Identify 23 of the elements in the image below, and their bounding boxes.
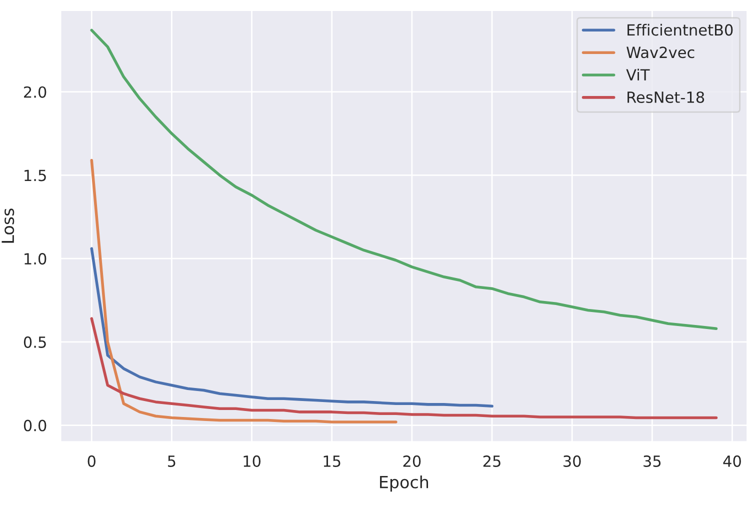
y-axis-title: Loss xyxy=(2,208,14,243)
x-tick-label: 30 xyxy=(564,455,581,467)
legend-label: Wav2vec xyxy=(626,46,694,58)
line-series xyxy=(90,317,718,420)
y-tick-label: 1.5 xyxy=(24,170,46,182)
legend-label: ViT xyxy=(626,68,650,80)
x-tick-label: 40 xyxy=(723,455,741,467)
y-tick-label: 0.5 xyxy=(24,336,46,348)
x-tick-label: 20 xyxy=(403,455,421,467)
legend-label: EfficientnetB0 xyxy=(628,24,733,36)
legend-label: ResNet-18 xyxy=(628,91,704,104)
line-series xyxy=(90,247,494,408)
x-tick-label: 10 xyxy=(244,455,260,467)
x-tick-label: 0 xyxy=(88,455,96,467)
x-tick-label: 5 xyxy=(168,456,176,467)
y-tick-label: 2.0 xyxy=(24,86,46,98)
x-tick-label: 25 xyxy=(483,455,500,467)
y-tick-label: 1.0 xyxy=(24,253,46,265)
x-axis-title: Epoch xyxy=(380,475,428,492)
y-tick-label: 0.0 xyxy=(24,420,46,432)
x-tick-label: 35 xyxy=(644,455,661,467)
line-series xyxy=(90,158,398,424)
x-tick-label: 15 xyxy=(324,456,340,467)
